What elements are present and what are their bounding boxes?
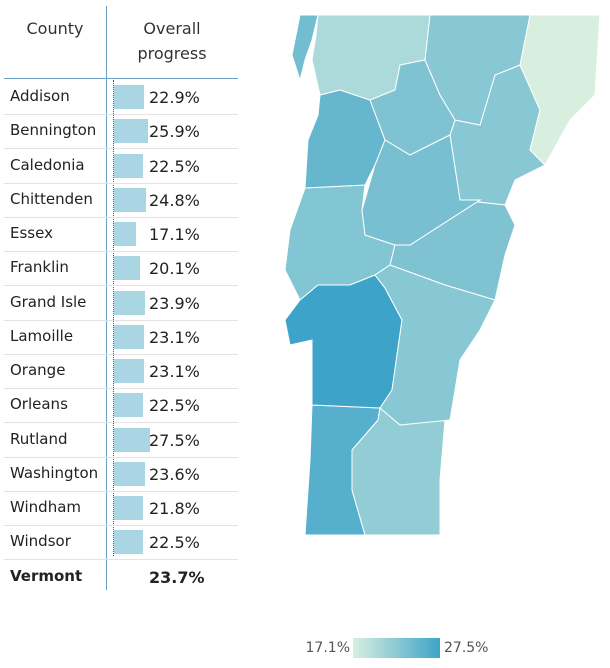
county-name: Franklin <box>10 258 69 277</box>
progress-label: 25.9% <box>149 122 200 142</box>
progress-label: 21.8% <box>149 499 200 518</box>
progress-label: 23.1% <box>149 362 200 381</box>
table: County Overall progress Addison 22.9% Benn… <box>4 6 238 590</box>
county-name: Chittenden <box>10 189 93 208</box>
total-name: Vermont <box>10 566 83 585</box>
table-row: Grand Isle 23.9% <box>4 286 238 321</box>
progress-bar <box>114 222 137 246</box>
table-row: Windsor 22.5% <box>4 525 238 561</box>
table-row: Rutland 27.5% <box>4 423 238 458</box>
table-row: Lamoille 23.1% <box>4 320 238 355</box>
county-name: Rutland <box>10 429 68 448</box>
column-rule <box>106 6 107 590</box>
table-row: Chittenden 24.8% <box>4 183 238 218</box>
progress-label: 17.1% <box>149 225 200 244</box>
county-name: Lamoille <box>10 326 74 345</box>
progress-label: 24.8% <box>149 190 200 210</box>
progress-bar <box>114 427 151 452</box>
county-area <box>374 264 496 426</box>
total-label: 23.7% <box>149 567 205 587</box>
county-name: Windham <box>10 498 82 516</box>
table-row: Essex 17.1% <box>4 217 238 252</box>
progress-bar <box>114 324 145 349</box>
progress-bar <box>114 85 144 109</box>
progress-label: 22.9% <box>149 88 200 107</box>
county-area <box>291 14 319 82</box>
progress-bar <box>114 359 145 383</box>
progress-label: 23.6% <box>149 464 200 484</box>
table-row: Caledonia 22.5% <box>4 149 238 184</box>
total-row: Vermont 23.7% <box>4 560 238 594</box>
county-name: Windsor <box>10 532 71 551</box>
county-name: Essex <box>10 224 53 242</box>
progress-label: 27.5% <box>149 430 200 450</box>
table-row: Bennington 25.9% <box>4 114 238 150</box>
county-name: Caledonia <box>10 155 85 174</box>
bar-baseline <box>113 80 114 556</box>
progress-bar <box>114 153 144 178</box>
legend-max: 27.5% <box>444 640 488 656</box>
county-name: Grand Isle <box>10 292 87 311</box>
progress-label: 20.1% <box>149 259 200 279</box>
progress-bar <box>114 256 141 281</box>
progress-bar <box>114 290 146 315</box>
county-name: Washington <box>10 463 99 482</box>
progress-bar <box>114 530 144 555</box>
table-row: Franklin 20.1% <box>4 251 238 287</box>
progress-label: 23.9% <box>149 293 200 313</box>
header-county: County <box>4 6 106 78</box>
progress-bar <box>114 187 147 212</box>
county-area <box>519 14 601 166</box>
progress-bar <box>114 461 145 486</box>
header-progress: Overall progress <box>137 19 207 63</box>
county-area <box>361 134 482 246</box>
county-name: Bennington <box>10 121 97 140</box>
table-row: Windham 21.8% <box>4 491 238 526</box>
table-row: Addison 22.9% <box>4 80 238 115</box>
progress-label: 22.5% <box>149 533 200 553</box>
county-name: Orleans <box>10 395 68 414</box>
progress-label: 23.1% <box>149 327 200 347</box>
table-row: Washington 23.6% <box>4 457 238 492</box>
county-area <box>424 14 531 126</box>
progress-bar <box>114 393 144 418</box>
county-name: Addison <box>10 87 70 105</box>
progress-bar <box>114 496 143 520</box>
progress-bar <box>114 119 148 144</box>
county-name: Orange <box>10 361 66 379</box>
table-row: Orleans 22.5% <box>4 388 238 424</box>
header-text: County <box>26 19 84 38</box>
progress-label: 22.5% <box>149 156 200 176</box>
table-row: Orange 23.1% <box>4 354 238 389</box>
progress-label: 22.5% <box>149 396 200 416</box>
legend-gradient <box>353 638 440 658</box>
legend-min: 17.1% <box>306 640 350 656</box>
header-rule <box>4 78 238 79</box>
